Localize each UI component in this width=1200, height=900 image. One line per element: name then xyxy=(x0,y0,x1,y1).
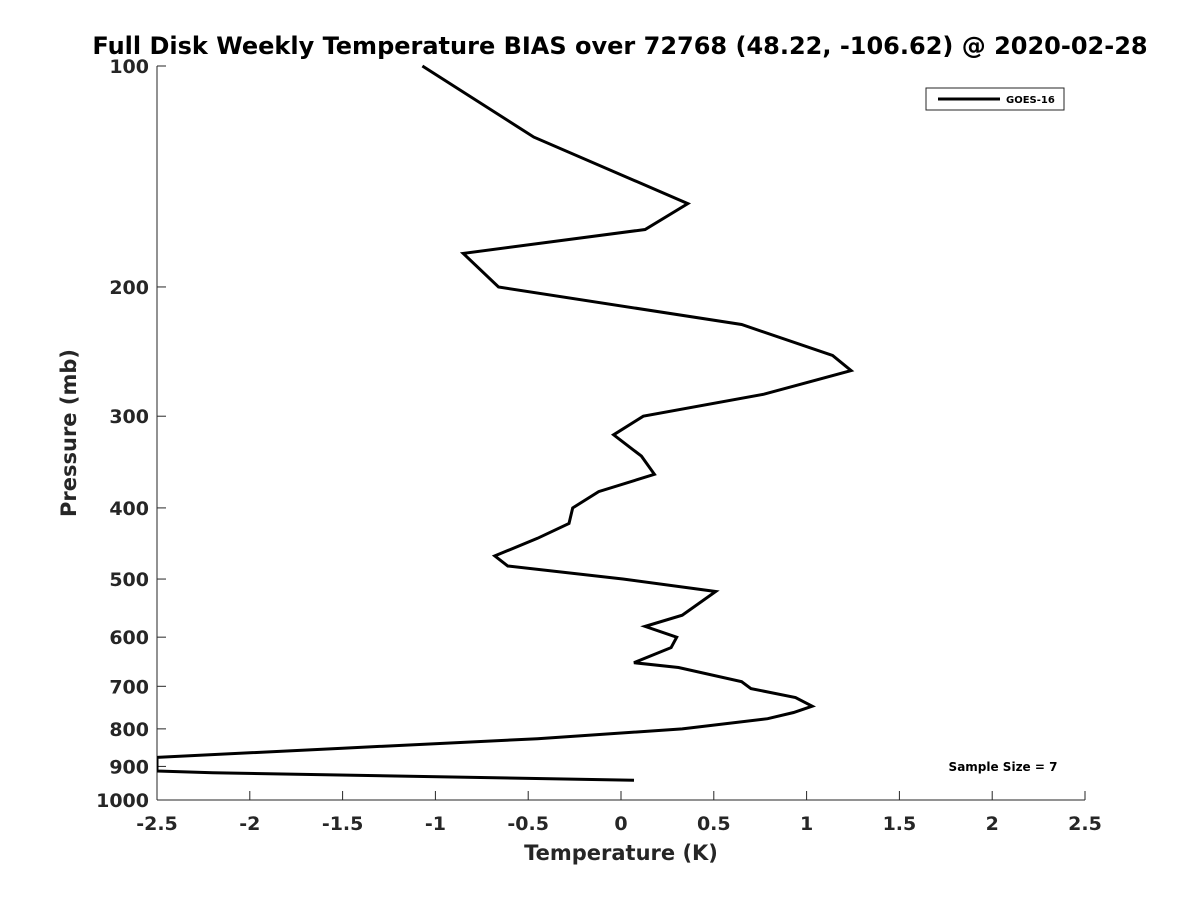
x-axis-label: Temperature (K) xyxy=(524,841,718,865)
x-tick-label: 2.5 xyxy=(1068,813,1102,835)
x-tick-label: -1 xyxy=(425,813,446,835)
y-tick-label: 1000 xyxy=(96,790,149,812)
y-tick-label: 100 xyxy=(109,56,149,78)
y-axis-label: Pressure (mb) xyxy=(57,349,81,517)
y-tick-label: 400 xyxy=(109,498,149,520)
y-tick-label: 300 xyxy=(109,406,149,428)
x-tick-label: -2.5 xyxy=(136,813,178,835)
y-tick-label: 700 xyxy=(109,676,149,698)
chart-title: Full Disk Weekly Temperature BIAS over 7… xyxy=(92,32,1147,60)
series-layer xyxy=(157,64,855,782)
y-tick-label: 800 xyxy=(109,719,149,741)
y-ticks: 100 200 300 400 500 600 700 800 900 1000 xyxy=(96,56,166,812)
x-tick-label: 2 xyxy=(986,813,999,835)
x-tick-label: -2 xyxy=(239,813,260,835)
x-tick-label: -1.5 xyxy=(322,813,364,835)
sample-size-annotation: Sample Size = 7 xyxy=(949,760,1058,774)
y-tick-label: 900 xyxy=(109,756,149,778)
x-tick-label: -0.5 xyxy=(507,813,549,835)
x-ticks: -2.5 -2 -1.5 -1 -0.5 0 0.5 1 1.5 2 2.5 xyxy=(136,791,1102,835)
y-tick-label: 500 xyxy=(109,569,149,591)
legend: GOES-16 xyxy=(925,87,1065,111)
legend-label-goes-16: GOES-16 xyxy=(1006,95,1055,106)
x-tick-label: 0 xyxy=(614,813,627,835)
series-line-goes-16 xyxy=(157,64,855,782)
x-tick-label: 0.5 xyxy=(697,813,731,835)
y-tick-label: 600 xyxy=(109,627,149,649)
x-tick-label: 1 xyxy=(800,813,813,835)
y-tick-label: 200 xyxy=(109,277,149,299)
x-tick-label: 1.5 xyxy=(883,813,917,835)
